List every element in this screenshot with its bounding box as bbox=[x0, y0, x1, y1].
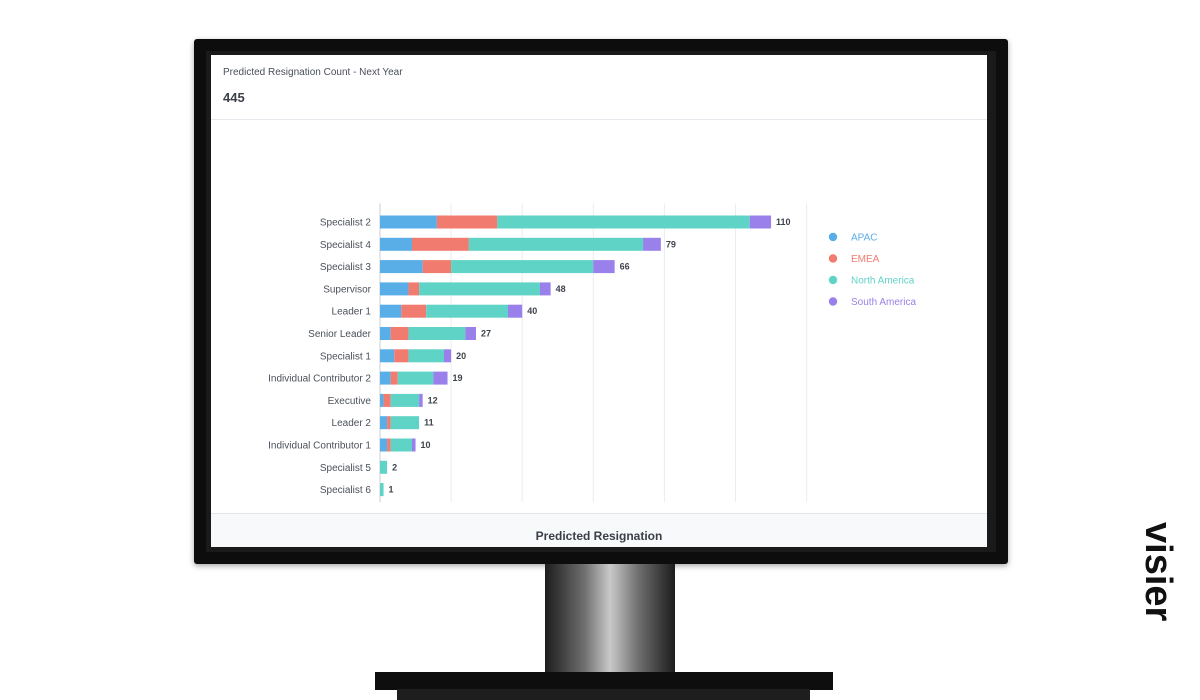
svg-text:visier: visier bbox=[1138, 522, 1179, 622]
category-label: Specialist 5 bbox=[320, 463, 372, 474]
bar-segment bbox=[397, 371, 434, 385]
category-label: Specialist 6 bbox=[320, 485, 372, 496]
bar-segment bbox=[497, 215, 750, 229]
stacked-bar-chart: 020406080100120Specialist 2110Specialist… bbox=[268, 203, 916, 503]
bar-segment bbox=[380, 416, 388, 430]
bar-segment bbox=[394, 349, 409, 363]
bar-segment bbox=[408, 349, 444, 363]
category-label: Specialist 4 bbox=[320, 240, 372, 251]
bar-segment bbox=[380, 215, 437, 229]
monitor-stand-base bbox=[375, 672, 833, 690]
legend-label: South America bbox=[851, 297, 916, 308]
category-label: Specialist 2 bbox=[320, 218, 372, 229]
legend-label: APAC bbox=[851, 233, 878, 244]
bar-segment bbox=[411, 237, 469, 251]
bar-segment bbox=[419, 393, 423, 407]
bar-total-label: 12 bbox=[428, 395, 438, 405]
bar-segment bbox=[380, 393, 384, 407]
bar-segment bbox=[380, 237, 412, 251]
bar-total-label: 110 bbox=[776, 217, 791, 227]
visier-logo: visier bbox=[1138, 522, 1179, 622]
bar-segment bbox=[443, 349, 452, 363]
bar-segment bbox=[380, 483, 384, 497]
bar-segment bbox=[451, 260, 594, 274]
bar-segment bbox=[436, 215, 498, 229]
bar-segment bbox=[390, 438, 412, 452]
bar-segment bbox=[408, 282, 420, 296]
bar-segment bbox=[383, 393, 391, 407]
category-label: Individual Contributor 2 bbox=[268, 374, 371, 385]
bar-segment bbox=[468, 237, 644, 251]
bar-total-label: 27 bbox=[481, 329, 491, 339]
bar-total-label: 11 bbox=[424, 418, 434, 428]
bar-segment bbox=[380, 349, 395, 363]
bar-segment bbox=[387, 438, 391, 452]
category-label: Specialist 1 bbox=[320, 351, 372, 362]
bar-segment bbox=[387, 416, 391, 430]
bar-segment bbox=[380, 304, 402, 318]
bar-total-label: 19 bbox=[453, 373, 463, 383]
category-label: Executive bbox=[328, 396, 372, 407]
bar-segment bbox=[380, 438, 388, 452]
bar-total-label: 20 bbox=[456, 351, 466, 361]
bar-segment bbox=[419, 282, 540, 296]
widget-header: Predicted Resignation Count - Next Year … bbox=[211, 55, 987, 120]
bar-total-label: 2 bbox=[392, 462, 397, 472]
bar-segment bbox=[422, 260, 452, 274]
bar-total-label: 79 bbox=[666, 239, 676, 249]
category-label: Individual Contributor 1 bbox=[268, 441, 371, 452]
bar-segment bbox=[390, 393, 420, 407]
bar-segment bbox=[380, 460, 388, 474]
bar-segment bbox=[380, 260, 423, 274]
bar-segment bbox=[390, 416, 420, 430]
bar-segment bbox=[426, 304, 508, 318]
bar-segment bbox=[465, 327, 476, 340]
category-label: Leader 1 bbox=[332, 307, 372, 318]
legend-label: EMEA bbox=[851, 254, 880, 265]
bar-segment bbox=[390, 327, 409, 340]
bar-segment bbox=[411, 438, 416, 452]
monitor-stand-foot bbox=[397, 689, 810, 700]
bar-segment bbox=[380, 371, 391, 385]
category-label: Specialist 3 bbox=[320, 262, 372, 273]
legend-marker bbox=[828, 297, 838, 306]
dashboard-widget: Predicted Resignation Count - Next Year … bbox=[211, 55, 987, 547]
legend-marker bbox=[828, 275, 838, 285]
bar-total-label: 1 bbox=[389, 485, 394, 495]
legend-label: North America bbox=[851, 276, 915, 287]
footer-title: Predicted Resignation bbox=[535, 529, 663, 543]
bar-total-label: 40 bbox=[527, 306, 537, 316]
bar-total-label: 10 bbox=[421, 440, 431, 450]
widget-title: Predicted Resignation Count - Next Year bbox=[223, 67, 403, 78]
category-label: Senior Leader bbox=[308, 329, 371, 340]
footer-panel bbox=[211, 513, 987, 547]
bar-segment bbox=[433, 371, 448, 385]
legend-marker bbox=[828, 232, 838, 242]
bar-total-label: 66 bbox=[620, 262, 630, 272]
bar-segment bbox=[643, 237, 661, 251]
bar-segment bbox=[507, 304, 523, 318]
bar-total-label: 48 bbox=[556, 284, 566, 294]
bar-segment bbox=[749, 215, 772, 229]
category-label: Supervisor bbox=[323, 284, 371, 295]
bar-segment bbox=[380, 282, 409, 296]
legend-marker bbox=[828, 254, 838, 263]
total-count: 445 bbox=[223, 90, 245, 105]
monitor-stand-neck bbox=[545, 564, 675, 676]
bar-segment bbox=[390, 371, 398, 385]
category-label: Leader 2 bbox=[332, 418, 372, 429]
bar-segment bbox=[593, 260, 615, 274]
bar-segment bbox=[539, 282, 551, 296]
bar-segment bbox=[380, 327, 391, 340]
bar-segment bbox=[408, 327, 466, 340]
bar-segment bbox=[401, 304, 427, 318]
